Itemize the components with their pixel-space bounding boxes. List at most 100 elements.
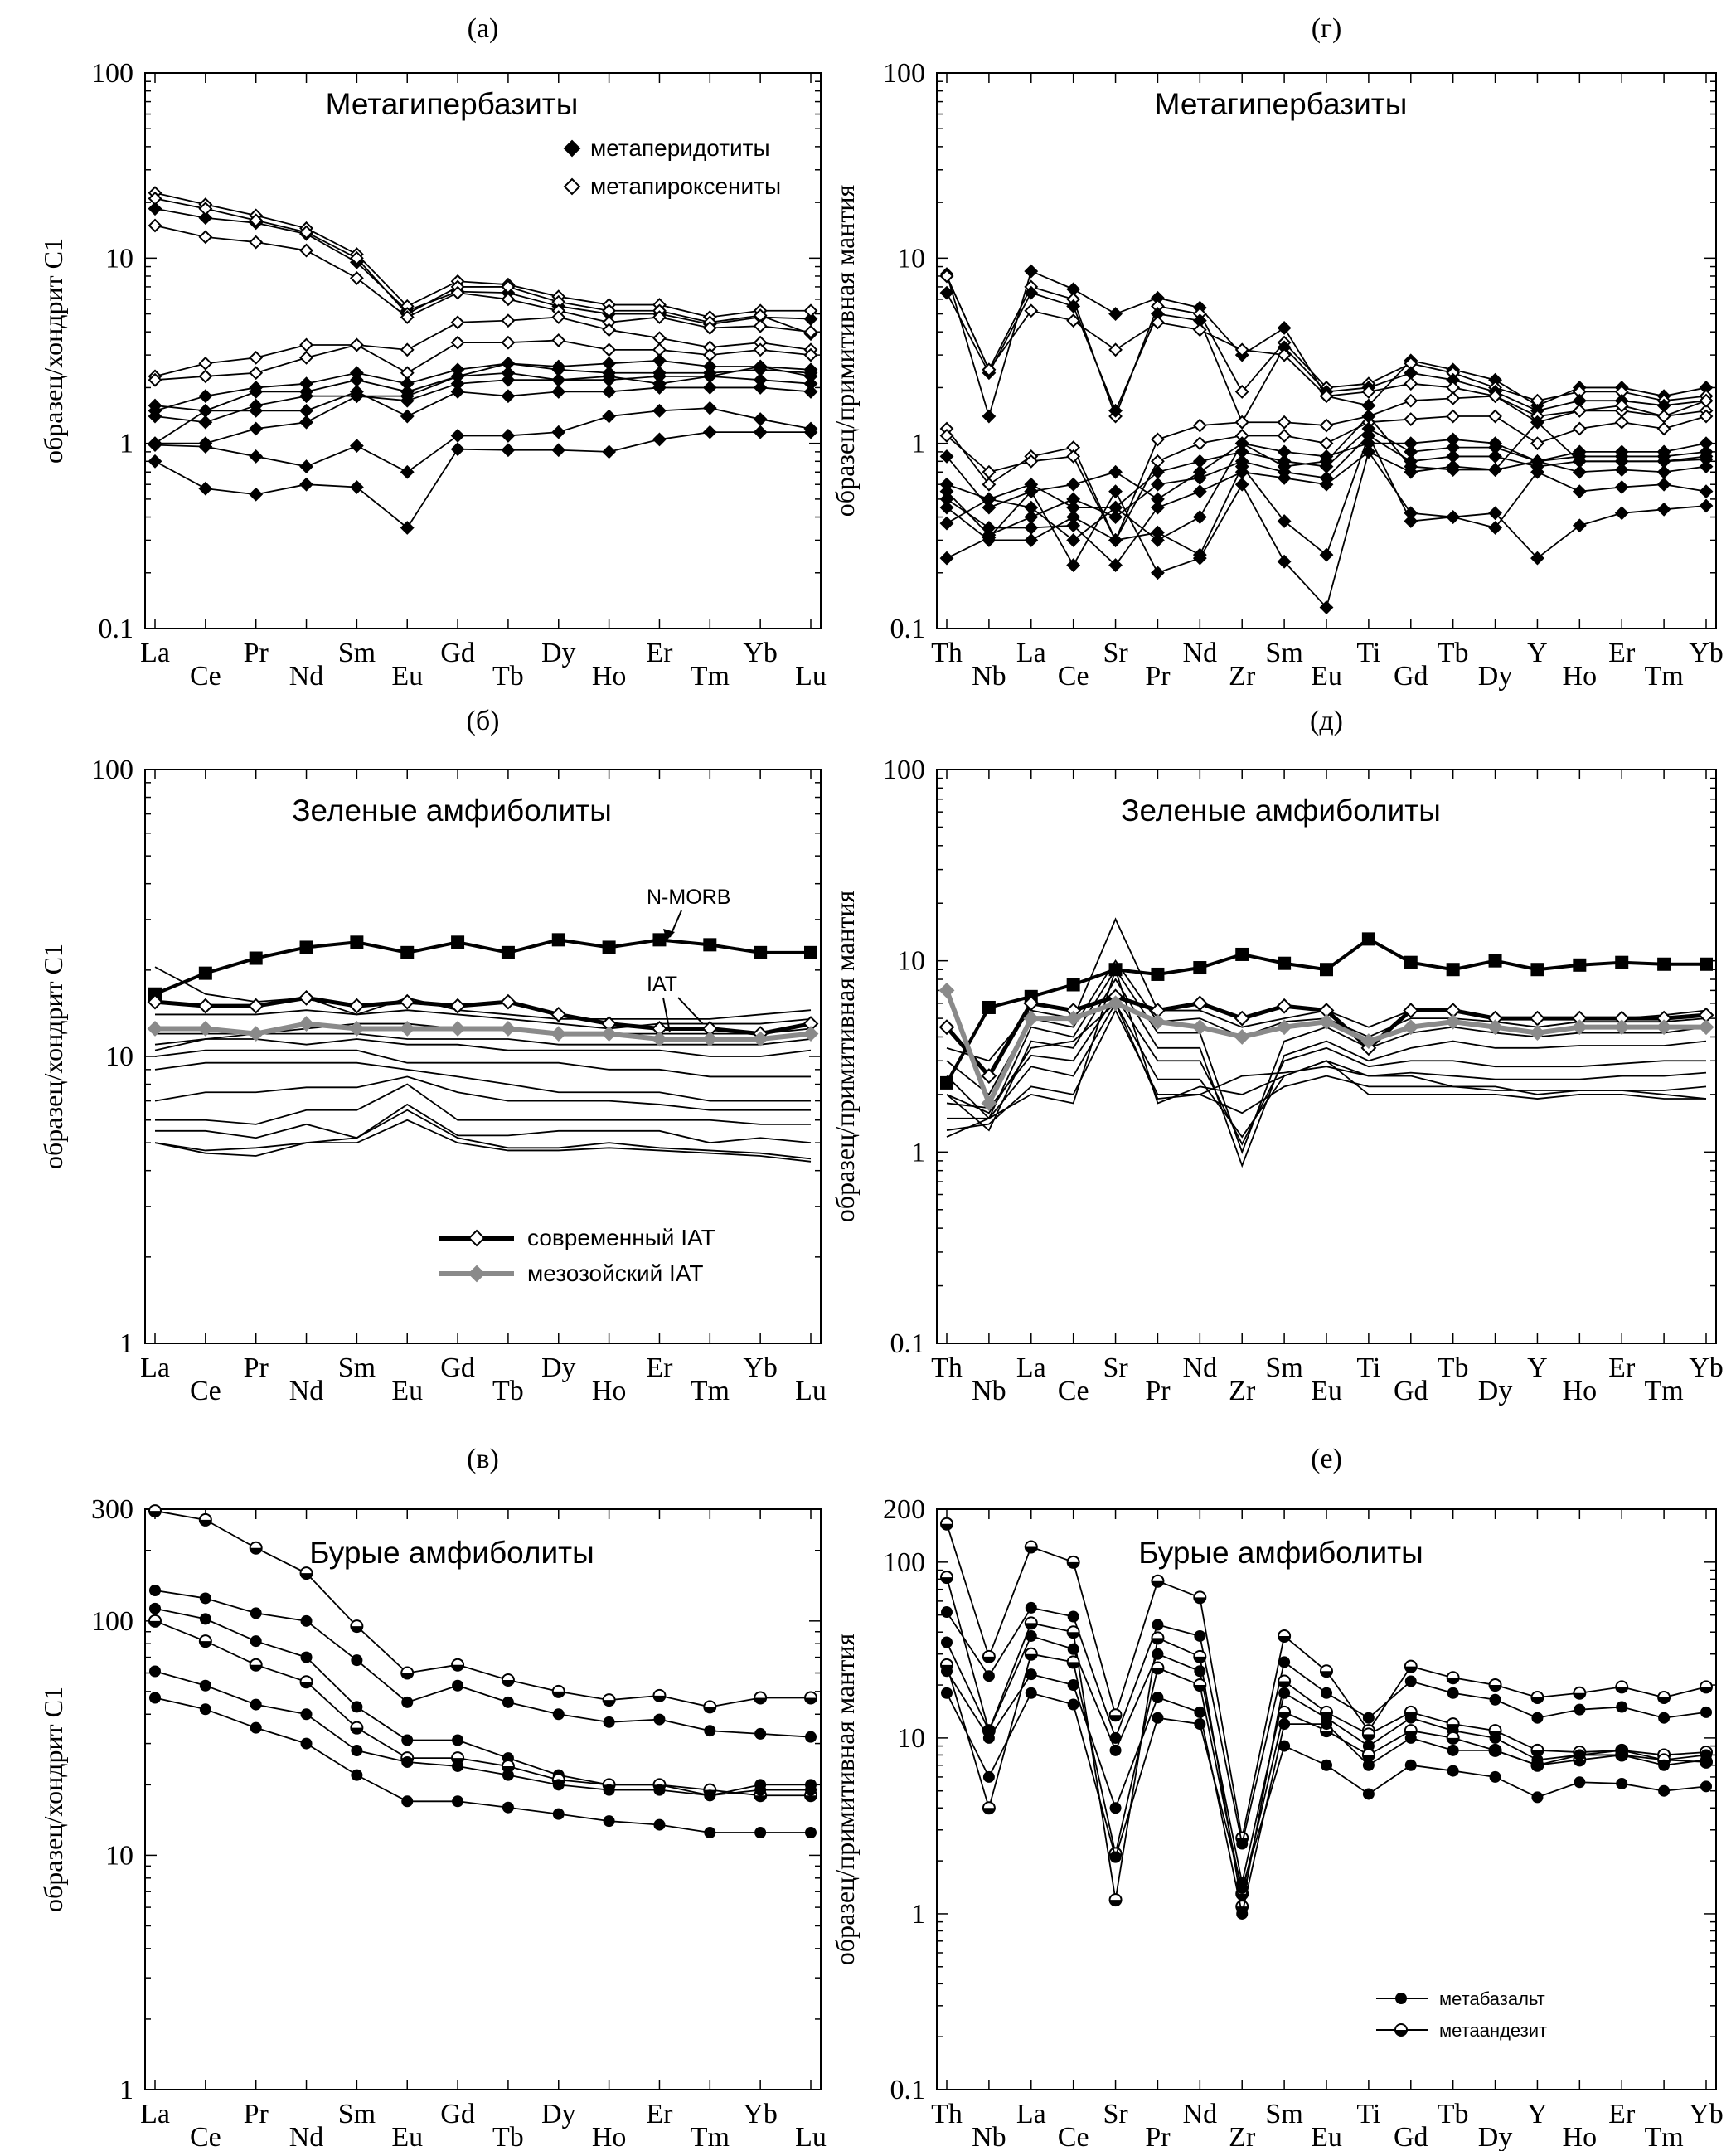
data-point-half [149, 1620, 161, 1627]
data-point [1067, 1679, 1079, 1692]
x-tick-label: Eu [391, 1376, 423, 1406]
data-point [1277, 429, 1292, 443]
x-tick-label: Ce [190, 661, 221, 692]
annotation-arrow [677, 997, 704, 1025]
data-point [199, 1613, 211, 1625]
data-point [400, 342, 415, 357]
data-point [702, 425, 717, 439]
data-point [702, 321, 717, 335]
data-point [351, 1745, 363, 1757]
x-tick-label: Er [1608, 2099, 1636, 2129]
data-point [702, 381, 717, 395]
data-point [1530, 436, 1544, 451]
y-tick-label: 0.1 [99, 614, 134, 644]
reference-point [981, 1095, 997, 1111]
data-point-half [1531, 1697, 1544, 1704]
data-point [803, 347, 818, 362]
x-tick-label: Yb [1689, 638, 1724, 668]
data-point [401, 1734, 414, 1746]
y-axis-label: образец/хондрит С1 [38, 944, 68, 1169]
reference-point [1404, 955, 1418, 969]
data-point [1319, 600, 1334, 614]
y-tick-label: 100 [883, 755, 925, 785]
data-point [702, 347, 717, 362]
data-point [1277, 471, 1292, 485]
x-tick-label: Nd [289, 2122, 324, 2151]
x-tick-label: Ce [1058, 1376, 1089, 1406]
legend-marker [468, 1265, 486, 1283]
data-point-half [982, 1808, 995, 1814]
x-tick-label: Ce [190, 2122, 221, 2151]
data-point [1194, 1665, 1206, 1678]
x-tick-label: Pr [244, 1352, 269, 1383]
x-tick-label: Yb [743, 2099, 778, 2129]
reference-point [752, 1031, 769, 1047]
series-line [155, 1103, 812, 1144]
data-point [1572, 454, 1587, 469]
data-point [148, 454, 162, 469]
series-line [946, 1002, 1707, 1114]
panel-label: (д) [1310, 706, 1343, 736]
legend-marker [563, 139, 581, 158]
data-point-half [941, 1523, 953, 1530]
series-line [154, 1590, 812, 1738]
data-point-half [1321, 1731, 1332, 1737]
data-point [198, 230, 213, 245]
data-point [982, 477, 997, 492]
data-point [250, 1635, 262, 1648]
reference-point [602, 940, 616, 954]
data-point [1489, 1770, 1501, 1783]
data-point [1614, 415, 1629, 430]
data-point [1489, 1693, 1501, 1706]
data-point [1277, 321, 1292, 335]
data-point [551, 425, 566, 439]
data-point [753, 425, 768, 439]
data-point [1447, 1744, 1459, 1756]
data-point-half [1362, 1734, 1375, 1741]
data-point [249, 403, 264, 418]
data-point-half [199, 1519, 211, 1526]
data-point [198, 389, 213, 404]
series-line [154, 1076, 811, 1111]
data-point [1024, 484, 1039, 499]
series-line [154, 1619, 811, 1797]
data-point [1067, 1643, 1079, 1655]
reference-point [1235, 947, 1249, 961]
data-point [982, 1731, 995, 1744]
data-point [1404, 1731, 1417, 1744]
data-point [148, 438, 162, 453]
data-point-half [401, 1673, 414, 1679]
data-point-half [1700, 1687, 1712, 1693]
data-point [1234, 342, 1249, 357]
data-point [653, 1784, 666, 1796]
x-tick-label: Zr [1229, 2122, 1256, 2151]
x-tick-label: Dy [1478, 1376, 1513, 1406]
legend-label: современный IAT [527, 1225, 715, 1250]
x-tick-label: Dy [541, 2099, 576, 2129]
data-point [198, 439, 213, 454]
y-tick-label: 1 [911, 1137, 925, 1168]
data-point [501, 335, 516, 350]
chart-panel-v: (в) 1 10 100 300 образец/хондрит С1 La Ce Pr Nd Sm… [38, 1444, 827, 2151]
data-point [1530, 551, 1544, 566]
data-point-half [1447, 1737, 1459, 1744]
series-line [154, 407, 812, 473]
data-point-half [1025, 1546, 1037, 1553]
data-point [1234, 459, 1249, 473]
x-tick-label: Gd [1394, 2122, 1428, 2151]
x-tick-label: Nb [972, 661, 1006, 692]
series-line [154, 359, 812, 412]
data-point-half [351, 1626, 363, 1633]
reference-point [1361, 932, 1375, 946]
reference-point [1360, 1033, 1377, 1050]
data-point [450, 429, 465, 443]
data-point [803, 421, 818, 436]
data-point [1656, 477, 1671, 492]
legend-label: метаандезит [1439, 2020, 1547, 2041]
chart-title: Метагипербазиты [1155, 87, 1408, 121]
data-point [1109, 1802, 1122, 1814]
data-point [1700, 1754, 1712, 1766]
reference-point [1488, 954, 1502, 968]
reference-point [1698, 1019, 1714, 1036]
data-point [1066, 558, 1081, 572]
